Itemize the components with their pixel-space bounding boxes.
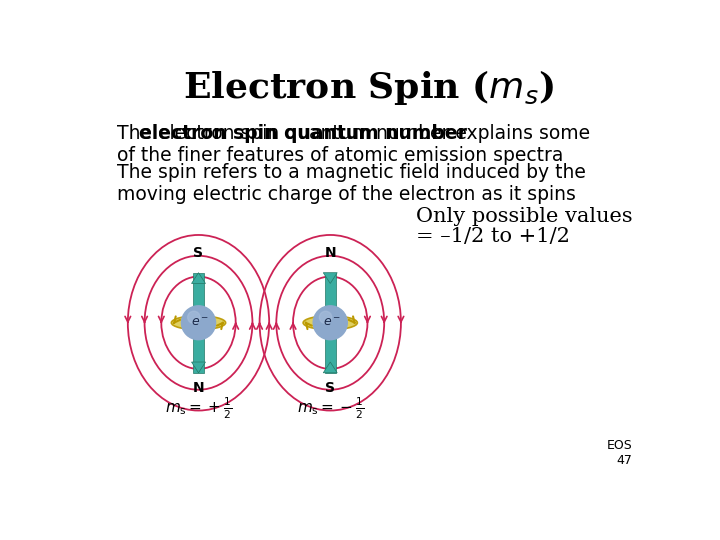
- FancyArrow shape: [192, 273, 205, 284]
- FancyArrow shape: [323, 362, 337, 373]
- Text: $e^-$: $e^-$: [191, 316, 210, 329]
- Text: N: N: [325, 246, 336, 260]
- Text: $m_\mathrm{s} = -\frac{1}{2}$: $m_\mathrm{s} = -\frac{1}{2}$: [297, 396, 364, 422]
- Text: The electron spin quantum number explains some
of the finer features of atomic e: The electron spin quantum number explain…: [117, 124, 590, 165]
- Text: N: N: [193, 381, 204, 395]
- Circle shape: [320, 311, 332, 323]
- Text: = –1/2 to +1/2: = –1/2 to +1/2: [415, 226, 570, 246]
- Circle shape: [188, 311, 200, 323]
- Text: $e^-$: $e^-$: [323, 316, 341, 329]
- Text: $m_\mathrm{s} = +\frac{1}{2}$: $m_\mathrm{s} = +\frac{1}{2}$: [165, 396, 232, 422]
- Circle shape: [313, 306, 347, 340]
- Ellipse shape: [303, 316, 357, 330]
- Text: electron spin quantum number: electron spin quantum number: [139, 124, 467, 143]
- Text: S: S: [194, 246, 204, 260]
- FancyArrow shape: [192, 362, 205, 373]
- Ellipse shape: [313, 318, 347, 327]
- Text: Only possible values: Only possible values: [415, 207, 632, 226]
- Ellipse shape: [171, 316, 225, 330]
- FancyBboxPatch shape: [193, 273, 204, 373]
- FancyArrow shape: [323, 273, 337, 284]
- Text: S: S: [325, 381, 336, 395]
- Circle shape: [181, 306, 215, 340]
- Ellipse shape: [181, 318, 215, 327]
- Text: The spin refers to a magnetic field induced by the
moving electric charge of the: The spin refers to a magnetic field indu…: [117, 163, 586, 204]
- Text: Electron Spin ($m_s$): Electron Spin ($m_s$): [184, 69, 554, 107]
- Text: EOS
47: EOS 47: [607, 438, 632, 467]
- FancyBboxPatch shape: [325, 273, 336, 373]
